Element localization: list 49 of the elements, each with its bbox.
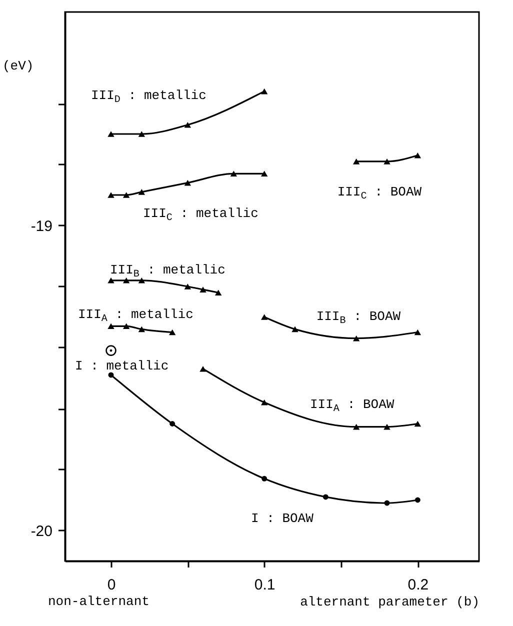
point bbox=[184, 180, 192, 186]
point bbox=[384, 158, 390, 164]
point bbox=[122, 277, 130, 284]
y-tick-label: -20 bbox=[30, 523, 52, 540]
series-label: I : metallic bbox=[75, 358, 169, 374]
point bbox=[108, 192, 114, 198]
x-tick-label: 0.1 bbox=[254, 576, 276, 594]
point bbox=[170, 421, 176, 426]
point bbox=[230, 170, 238, 177]
point bbox=[108, 131, 114, 137]
point bbox=[260, 170, 268, 177]
point bbox=[108, 372, 114, 378]
point bbox=[138, 131, 146, 137]
point bbox=[184, 122, 192, 128]
point bbox=[138, 277, 146, 284]
point bbox=[262, 476, 268, 482]
point bbox=[384, 424, 390, 430]
y-axis-title: (eV) bbox=[2, 58, 34, 74]
point bbox=[200, 286, 206, 292]
point bbox=[260, 314, 268, 320]
point bbox=[292, 326, 298, 332]
point bbox=[168, 329, 176, 336]
point bbox=[138, 326, 146, 332]
point bbox=[260, 88, 268, 94]
point bbox=[184, 284, 192, 290]
point bbox=[108, 323, 114, 330]
point bbox=[414, 152, 422, 158]
y-tick-label: -19 bbox=[30, 218, 52, 235]
point bbox=[214, 290, 222, 296]
point bbox=[414, 420, 422, 427]
point bbox=[138, 189, 146, 195]
point bbox=[384, 500, 390, 506]
point bbox=[122, 192, 130, 198]
x-tick-label: 0.2 bbox=[408, 576, 429, 594]
point bbox=[200, 366, 206, 372]
point bbox=[106, 345, 116, 356]
point bbox=[352, 158, 360, 164]
point bbox=[260, 399, 268, 406]
x-axis-title: alternant parameter (b) bbox=[300, 594, 480, 610]
point bbox=[352, 424, 360, 430]
point bbox=[108, 277, 114, 284]
x-tick-label: 0 bbox=[107, 576, 116, 594]
point bbox=[352, 335, 360, 342]
text: non-alternant bbox=[48, 594, 150, 609]
point bbox=[122, 323, 130, 330]
point bbox=[322, 494, 328, 500]
series-label: I : BOAW bbox=[251, 510, 314, 526]
point bbox=[414, 329, 422, 336]
point bbox=[414, 497, 420, 503]
